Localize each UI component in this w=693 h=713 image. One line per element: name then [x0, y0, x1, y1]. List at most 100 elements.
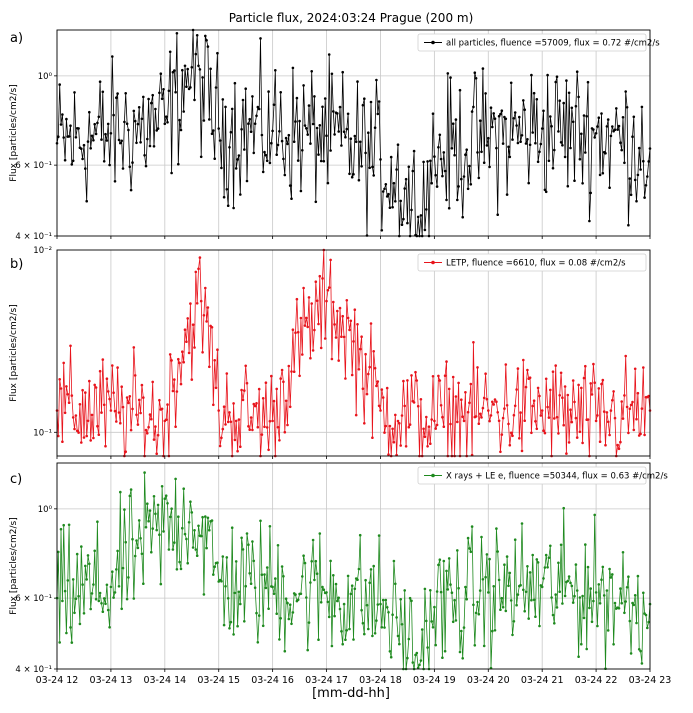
- data-point: [586, 80, 590, 84]
- data-point: [216, 348, 219, 352]
- data-point: [385, 386, 389, 390]
- data-point: [628, 407, 632, 411]
- data-point: [559, 371, 563, 375]
- data-point: [155, 528, 158, 532]
- data-point: [129, 188, 133, 192]
- data-point: [327, 615, 331, 619]
- data-point: [66, 393, 70, 396]
- data-point: [520, 449, 524, 453]
- data-point: [509, 599, 513, 602]
- data-point: [447, 557, 451, 560]
- data-point: [481, 406, 485, 410]
- data-point: [332, 574, 335, 577]
- data-point: [385, 195, 389, 198]
- data-point: [549, 544, 552, 548]
- data-point: [419, 214, 423, 217]
- data-point: [317, 153, 320, 156]
- data-point: [260, 433, 264, 436]
- data-point: [423, 228, 427, 232]
- data-point: [194, 548, 198, 551]
- data-point: [482, 161, 486, 164]
- data-point: [279, 617, 283, 620]
- data-point: [116, 366, 119, 369]
- data-point: [137, 106, 141, 109]
- data-point: [435, 423, 439, 427]
- x-tick-label: 03-24 22: [575, 675, 618, 686]
- data-point: [540, 585, 544, 589]
- data-point: [639, 168, 642, 171]
- data-point: [341, 70, 345, 74]
- panel-label: c): [10, 472, 22, 487]
- data-point: [581, 441, 584, 445]
- data-point: [383, 187, 386, 191]
- data-point: [105, 583, 109, 587]
- data-point: [345, 299, 349, 302]
- data-point: [477, 612, 481, 616]
- data-point: [542, 577, 545, 580]
- data-point: [571, 120, 575, 124]
- legend-marker: [431, 260, 435, 265]
- data-point: [208, 118, 211, 121]
- data-point: [522, 588, 525, 592]
- data-point: [426, 646, 429, 649]
- data-point: [338, 607, 342, 611]
- data-point: [553, 148, 556, 152]
- data-point: [555, 415, 559, 419]
- data-point: [384, 424, 388, 428]
- data-point: [189, 302, 192, 305]
- y-tick-label: 6 × 10⁻¹: [15, 594, 52, 604]
- data-point: [142, 582, 145, 585]
- data-point: [267, 448, 270, 452]
- data-point: [190, 66, 194, 69]
- data-point: [443, 374, 447, 378]
- data-point: [248, 117, 251, 121]
- data-point: [433, 605, 436, 609]
- data-point: [625, 586, 629, 589]
- data-point: [190, 511, 194, 514]
- data-point: [202, 119, 206, 122]
- data-point: [319, 159, 323, 163]
- data-point: [528, 143, 532, 147]
- data-point: [420, 628, 424, 631]
- data-point: [234, 560, 238, 563]
- data-point: [252, 559, 256, 563]
- data-point: [437, 563, 440, 567]
- data-point: [476, 366, 479, 369]
- data-point: [400, 623, 404, 626]
- x-tick-label: 03-24 12: [36, 675, 79, 686]
- data-point: [274, 577, 277, 580]
- data-point: [283, 649, 287, 653]
- data-point: [96, 520, 99, 523]
- data-point: [85, 578, 88, 581]
- data-point: [377, 404, 381, 408]
- data-point: [412, 401, 416, 404]
- data-point: [594, 419, 598, 423]
- data-point: [93, 549, 96, 553]
- data-point: [644, 184, 648, 187]
- data-point: [586, 565, 590, 569]
- data-point: [508, 443, 512, 447]
- data-point: [373, 366, 377, 370]
- data-point: [398, 422, 401, 425]
- legend-label: LETP, fluence =6610, flux = 0.08 #/cm2/s: [446, 259, 626, 269]
- data-point: [566, 579, 570, 583]
- data-point: [183, 328, 187, 332]
- data-point: [174, 425, 177, 429]
- data-point: [604, 152, 607, 155]
- data-point: [443, 649, 447, 653]
- data-point: [109, 585, 113, 589]
- panel-1: a) Flux [particles/cm2/s] 10⁰ 6 × 10⁻¹ 4 × 1…: [9, 28, 660, 242]
- data-point: [128, 494, 132, 498]
- data-point: [309, 356, 312, 360]
- data-point: [399, 598, 403, 601]
- data-point: [600, 112, 603, 115]
- data-point: [431, 375, 435, 378]
- data-point: [221, 427, 225, 431]
- data-point: [503, 563, 506, 566]
- data-point: [620, 601, 623, 605]
- data-point: [301, 575, 304, 578]
- data-point: [187, 351, 191, 355]
- data-point: [329, 149, 332, 152]
- data-point: [306, 648, 310, 652]
- data-point: [384, 183, 388, 186]
